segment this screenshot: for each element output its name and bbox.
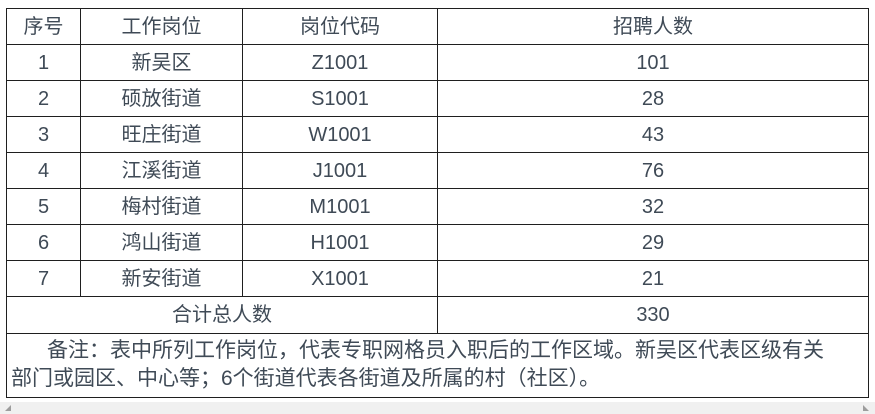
cell-seq: 3 bbox=[6, 116, 81, 153]
cell-code: Z1001 bbox=[242, 44, 438, 81]
header-count: 招聘人数 bbox=[437, 8, 869, 45]
cell-count: 32 bbox=[437, 188, 869, 225]
cell-position: 新吴区 bbox=[80, 44, 243, 81]
table-row: 3 旺庄街道 W1001 43 bbox=[6, 116, 869, 153]
cell-position: 鸿山街道 bbox=[80, 224, 243, 261]
cell-code: J1001 bbox=[242, 152, 438, 189]
cell-position: 旺庄街道 bbox=[80, 116, 243, 153]
table-row: 7 新安街道 X1001 21 bbox=[6, 260, 869, 297]
table-row: 4 江溪街道 J1001 76 bbox=[6, 152, 869, 189]
table-row: 5 梅村街道 M1001 32 bbox=[6, 188, 869, 225]
cell-position: 江溪街道 bbox=[80, 152, 243, 189]
note-line: 部门或园区、中心等；6个街道代表各街道及所属的村（社区）。 bbox=[11, 367, 601, 390]
total-label: 合计总人数 bbox=[6, 296, 438, 334]
cell-seq: 4 bbox=[6, 152, 81, 189]
cell-position: 梅村街道 bbox=[80, 188, 243, 225]
cell-seq: 7 bbox=[6, 260, 81, 297]
cell-count: 29 bbox=[437, 224, 869, 261]
note-cell: 备注：表中所列工作岗位，代表专职网格员入职后的工作区域。新吴区代表区级有关 部门… bbox=[6, 333, 869, 398]
scrollbar-right-handle-icon[interactable] bbox=[863, 399, 869, 411]
cell-code: H1001 bbox=[242, 224, 438, 261]
header-position: 工作岗位 bbox=[80, 8, 243, 45]
scrollbar-left-handle-icon[interactable] bbox=[5, 405, 11, 411]
cell-position: 硕放街道 bbox=[80, 80, 243, 117]
horizontal-scrollbar-track[interactable] bbox=[0, 399, 875, 414]
table-row: 2 硕放街道 S1001 28 bbox=[6, 80, 869, 117]
header-seq: 序号 bbox=[6, 8, 81, 45]
cell-code: M1001 bbox=[242, 188, 438, 225]
recruitment-table: 序号 工作岗位 岗位代码 招聘人数 1 新吴区 Z1001 101 2 硕放街道… bbox=[6, 8, 869, 398]
table-row: 1 新吴区 Z1001 101 bbox=[6, 44, 869, 81]
header-row: 序号 工作岗位 岗位代码 招聘人数 bbox=[6, 8, 869, 45]
cell-count: 43 bbox=[437, 116, 869, 153]
cell-count: 21 bbox=[437, 260, 869, 297]
cell-count: 101 bbox=[437, 44, 869, 81]
cell-code: W1001 bbox=[242, 116, 438, 153]
cell-count: 28 bbox=[437, 80, 869, 117]
cell-code: S1001 bbox=[242, 80, 438, 117]
table-row: 6 鸿山街道 H1001 29 bbox=[6, 224, 869, 261]
note-row: 备注：表中所列工作岗位，代表专职网格员入职后的工作区域。新吴区代表区级有关 部门… bbox=[6, 333, 869, 398]
cell-count: 76 bbox=[437, 152, 869, 189]
cell-position: 新安街道 bbox=[80, 260, 243, 297]
note-line: 备注：表中所列工作岗位，代表专职网格员入职后的工作区域。新吴区代表区级有关 bbox=[47, 339, 824, 362]
header-code: 岗位代码 bbox=[242, 8, 438, 45]
cell-code: X1001 bbox=[242, 260, 438, 297]
cell-seq: 5 bbox=[6, 188, 81, 225]
cell-seq: 1 bbox=[6, 44, 81, 81]
total-row: 合计总人数 330 bbox=[6, 296, 869, 334]
total-value: 330 bbox=[437, 296, 869, 334]
cell-seq: 2 bbox=[6, 80, 81, 117]
cell-seq: 6 bbox=[6, 224, 81, 261]
